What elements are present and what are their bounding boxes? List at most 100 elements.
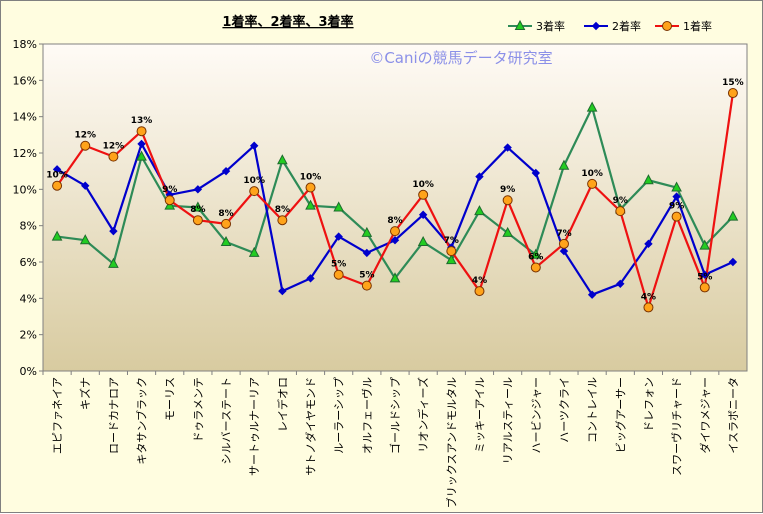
y-tick-label: 2%	[20, 329, 37, 342]
data-point-marker	[136, 126, 147, 137]
data-point-marker	[306, 274, 315, 283]
data-point-marker	[417, 235, 429, 247]
x-tick-label: リアルスティール	[502, 377, 515, 464]
y-tick-label: 14%	[13, 111, 37, 124]
data-point-marker	[616, 279, 625, 289]
data-point-marker	[446, 246, 457, 257]
data-point-marker	[662, 21, 672, 31]
data-point-marker	[587, 290, 597, 299]
x-tick-label: リオンディーズ	[416, 377, 430, 453]
data-point-marker	[390, 235, 400, 245]
data-point-marker	[514, 19, 526, 30]
data-point-marker	[333, 269, 344, 280]
y-tick-label: 12%	[13, 147, 37, 160]
data-label: 6%	[528, 252, 543, 262]
y-tick-label: 0%	[20, 365, 37, 378]
data-point-marker	[644, 239, 653, 249]
x-tick-label: スワーヴリチャード	[670, 377, 684, 476]
watermark: ©Caniの競馬データ研究室	[369, 49, 552, 67]
x-tick-label: モーリス	[164, 377, 177, 421]
y-tick-label: 8%	[20, 220, 37, 233]
data-point-marker	[586, 101, 598, 112]
data-point-marker	[108, 151, 119, 162]
data-point-marker	[727, 88, 738, 99]
data-label: 7%	[444, 236, 459, 246]
y-tick-label: 18%	[13, 38, 37, 51]
data-label: 8%	[275, 205, 290, 215]
data-point-marker	[52, 180, 63, 191]
data-point-marker	[81, 181, 90, 190]
legend-label: 2着率	[612, 19, 641, 33]
data-point-marker	[418, 210, 428, 219]
data-point-marker	[672, 192, 681, 201]
x-tick-label: サトノダイヤモンド	[304, 377, 318, 476]
data-point-marker	[558, 159, 570, 170]
data-point-marker	[80, 140, 91, 151]
y-tick-label: 6%	[20, 256, 37, 269]
data-label: 13%	[131, 116, 153, 126]
data-label: 4%	[641, 292, 656, 302]
data-label: 9%	[162, 185, 177, 195]
data-point-marker	[475, 172, 484, 181]
data-point-marker	[699, 239, 711, 250]
legend: 3着率 2着率 1着率	[508, 19, 712, 33]
data-label: 5%	[697, 272, 712, 282]
y-tick-label: 4%	[20, 292, 37, 305]
data-label: 10%	[46, 171, 68, 181]
data-label: 9%	[500, 185, 515, 195]
data-point-marker	[502, 226, 513, 237]
x-tick-label: ルーラーシップ	[333, 377, 346, 454]
data-label: 9%	[669, 202, 684, 212]
data-label: 5%	[359, 271, 374, 281]
y-axis: 0% 2% 4% 6% 8% 10% 12% 14% 16% 18%	[13, 38, 43, 378]
data-label: 5%	[331, 260, 346, 270]
data-label: 8%	[387, 216, 402, 226]
data-point-marker	[587, 178, 598, 189]
data-label: 9%	[613, 196, 628, 206]
data-label: 10%	[581, 169, 603, 179]
data-point-marker	[361, 280, 372, 291]
data-point-marker	[390, 226, 400, 237]
data-point-marker	[643, 174, 654, 185]
x-tick-label: ミッキーアイル	[473, 377, 486, 453]
data-point-marker	[559, 246, 569, 256]
data-point-marker	[700, 270, 709, 279]
data-label: 10%	[412, 180, 434, 190]
data-labels: 10% 12% 12% 13% 9% 8% 8% 10% 8% 10% 5% 5% 8% 10% 7% 4% 9…	[46, 78, 743, 302]
data-point-marker	[727, 210, 739, 221]
data-point-marker	[643, 302, 654, 313]
data-point-marker	[503, 143, 512, 152]
data-point-marker	[389, 272, 401, 283]
x-tick-label: ハーツクライ	[558, 377, 571, 443]
data-point-marker	[305, 199, 316, 210]
data-point-marker	[699, 282, 710, 293]
data-point-marker	[445, 254, 457, 265]
data-label: 10%	[243, 176, 265, 186]
x-tick-label: レイデオロ	[275, 377, 289, 432]
data-point-marker	[558, 238, 569, 249]
data-point-marker	[277, 215, 288, 226]
data-point-marker	[192, 215, 203, 226]
data-point-marker	[164, 195, 175, 206]
data-point-marker	[220, 235, 232, 247]
x-tick-label: ドゥラメンテ	[192, 377, 205, 443]
data-point-marker	[474, 286, 485, 297]
data-label: 15%	[722, 78, 744, 88]
data-point-marker	[277, 154, 288, 165]
legend-label: 1着率	[683, 19, 712, 33]
data-label: 8%	[190, 205, 205, 215]
x-tick-label: ハービンジャー	[530, 377, 543, 453]
x-tick-label: イスラボニータ	[727, 377, 740, 454]
chart-title: 1着率、2着率、3着率	[222, 14, 353, 30]
data-point-marker	[530, 248, 542, 259]
data-label: 10%	[300, 173, 322, 183]
data-label: 12%	[103, 142, 125, 152]
x-tick-label: サートゥルナーリア	[248, 377, 261, 476]
data-point-marker	[362, 248, 372, 258]
data-point-marker	[52, 165, 62, 174]
series-markers	[51, 88, 739, 313]
data-point-marker	[248, 246, 260, 257]
x-tick-label: ビッグアーサー	[613, 377, 627, 453]
